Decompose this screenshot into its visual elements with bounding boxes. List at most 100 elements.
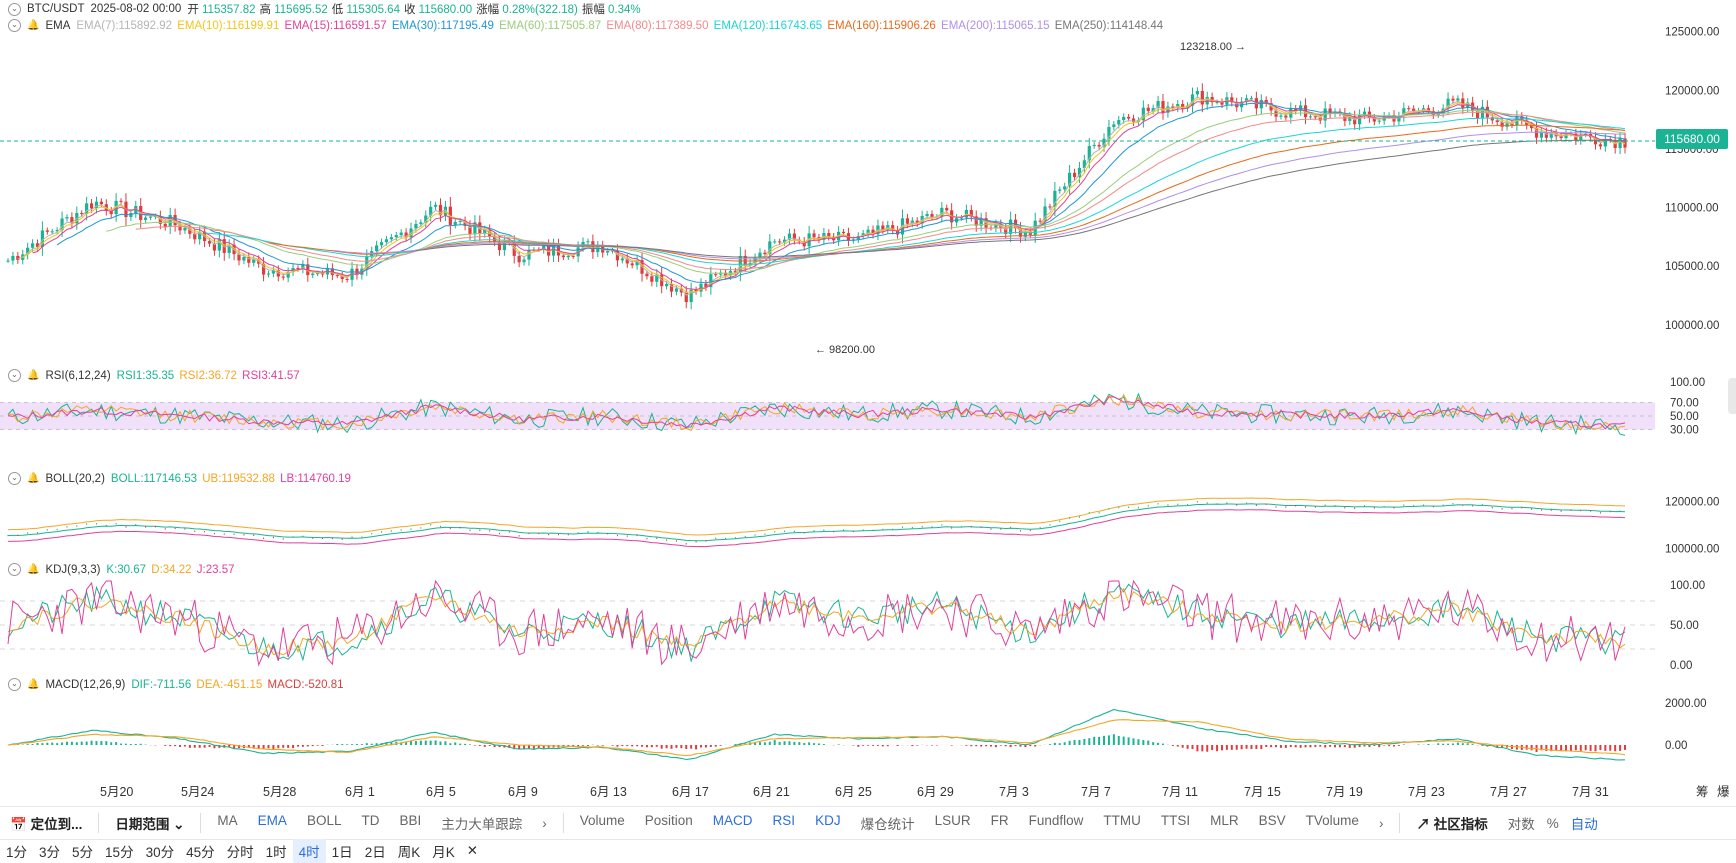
candle-body: [227, 244, 231, 253]
chevron-down-icon[interactable]: ⌄: [8, 563, 21, 576]
indicator-tab[interactable]: BSV: [1258, 813, 1286, 828]
interval-button[interactable]: 4时: [292, 839, 326, 863]
boll-line: [7, 509, 1626, 548]
ohlc-values: 开 115357.82 高 115695.52 低 115305.64 收 11568…: [187, 1, 644, 17]
kdj-line: [7, 587, 1626, 656]
candle-body: [1308, 116, 1313, 118]
candle-body: [1112, 124, 1116, 128]
ema-line: [56, 102, 1626, 284]
close-icon[interactable]: ✕: [466, 843, 479, 858]
chart-canvas[interactable]: 125000.00120000.00115000.00110000.001050…: [0, 0, 1736, 806]
candle-body: [242, 256, 246, 261]
kdj-tick-label: 100.00: [1670, 580, 1705, 592]
ohlc-value: 115305.64: [346, 4, 400, 16]
candle-body: [144, 217, 148, 220]
candle-body: [281, 276, 285, 278]
interval-button[interactable]: 1时: [265, 845, 287, 860]
indicator-tab[interactable]: Fundflow: [1028, 813, 1084, 828]
candle-body: [689, 289, 693, 303]
percent-scale-toggle[interactable]: %: [1546, 815, 1559, 831]
locate-button[interactable]: 📅 定位到...: [10, 817, 83, 832]
chevron-down-icon[interactable]: ⌄: [8, 678, 21, 691]
bell-icon[interactable]: 🔔: [27, 20, 40, 31]
candle-body: [891, 225, 895, 231]
ohlc-label: 收: [403, 4, 416, 16]
indicator-tab[interactable]: TD: [361, 813, 380, 828]
chevron-down-icon[interactable]: ⌄: [8, 472, 21, 485]
indicator-tab[interactable]: LSUR: [934, 813, 971, 828]
legend-entry: D:34.22: [151, 563, 192, 576]
interval-button[interactable]: 45分: [186, 845, 215, 860]
x-tick-label: 6月 1: [345, 785, 375, 799]
candle-body: [30, 243, 35, 248]
candle-body: [709, 274, 713, 288]
interval-button[interactable]: 1日: [331, 845, 353, 860]
ema-header: ⌄ 🔔 EMA EMA(7):115892.92 EMA(10):116199.…: [8, 19, 1165, 32]
candle-body: [345, 278, 349, 280]
chevron-right-icon[interactable]: ›: [1378, 815, 1384, 831]
interval-button[interactable]: 月K: [432, 845, 455, 860]
candle-body: [679, 288, 683, 293]
price-tick-label: 125000.00: [1665, 27, 1719, 39]
indicator-tab[interactable]: TVolume: [1305, 813, 1359, 828]
candle-body: [881, 225, 885, 230]
interval-button[interactable]: 分时: [226, 845, 254, 860]
log-scale-toggle[interactable]: 对数: [1507, 817, 1535, 832]
bell-icon[interactable]: 🔔: [27, 370, 40, 381]
candle-body: [1289, 108, 1293, 118]
boll-tick-label: 100000.00: [1665, 543, 1719, 555]
indicator-tab[interactable]: 主力大单跟踪: [441, 817, 523, 832]
interval-button[interactable]: 30分: [145, 845, 175, 860]
indicator-tab[interactable]: FR: [990, 813, 1009, 828]
interval-button[interactable]: 1分: [6, 845, 28, 860]
indicator-tab[interactable]: EMA: [257, 813, 287, 828]
bell-icon[interactable]: 🔔: [27, 473, 40, 484]
candle-body: [1451, 98, 1455, 101]
date-range-dropdown[interactable]: 日期范围 ⌄: [115, 817, 185, 832]
interval-button[interactable]: 5分: [72, 845, 94, 860]
indicator-tab[interactable]: MACD: [712, 813, 753, 828]
indicator-tab[interactable]: MA: [217, 813, 238, 828]
indicator-tab[interactable]: 爆仓统计: [860, 817, 915, 832]
indicator-tab[interactable]: TTSI: [1160, 813, 1191, 828]
ohlc-value: 0.28%(322.18): [502, 4, 578, 16]
indicator-tab[interactable]: MLR: [1210, 813, 1239, 828]
indicator-tab[interactable]: Position: [644, 813, 693, 828]
indicator-tab[interactable]: TTMU: [1103, 813, 1141, 828]
candle-body: [945, 207, 949, 211]
candle-body: [699, 283, 703, 292]
candle-body: [1475, 111, 1480, 119]
ohlc-label: 振幅: [581, 4, 605, 16]
x-tick-label: 7月 15: [1244, 785, 1281, 799]
chevron-down-icon[interactable]: ⌄: [8, 19, 21, 32]
interval-button[interactable]: 2日: [364, 845, 386, 860]
chevron-down-icon[interactable]: ⌄: [8, 2, 21, 16]
indicator-tab[interactable]: RSI: [772, 813, 796, 828]
indicator-tab[interactable]: KDJ: [815, 813, 841, 828]
candle-body: [55, 230, 59, 232]
side-panel-handle[interactable]: [1728, 378, 1736, 414]
bell-icon[interactable]: 🔔: [27, 679, 40, 690]
auto-scale-toggle[interactable]: 自动: [1570, 817, 1598, 832]
indicator-tab[interactable]: BBI: [399, 813, 422, 828]
candle-body: [237, 254, 241, 261]
bell-icon[interactable]: 🔔: [27, 564, 40, 575]
candle-body: [1456, 98, 1460, 101]
kdj-line: [7, 579, 1626, 667]
candle-body: [89, 203, 94, 209]
chevron-right-icon[interactable]: ›: [542, 815, 547, 831]
candle-body: [340, 275, 344, 279]
ohlc-label: 低: [331, 4, 344, 16]
interval-button[interactable]: 周K: [397, 845, 421, 860]
interval-button[interactable]: 3分: [39, 845, 61, 860]
interval-button[interactable]: 15分: [105, 845, 134, 860]
candle-body: [551, 245, 556, 256]
candle-body: [399, 232, 403, 236]
legend-entry: RSI1:35.35: [116, 369, 175, 382]
indicator-tab[interactable]: Volume: [579, 813, 625, 828]
candle-body: [247, 256, 251, 263]
chevron-down-icon[interactable]: ⌄: [8, 369, 21, 382]
candle-body: [782, 239, 787, 243]
indicator-tab[interactable]: BOLL: [306, 813, 342, 828]
community-indicator-button[interactable]: ↗ 社区指标: [1416, 817, 1488, 832]
